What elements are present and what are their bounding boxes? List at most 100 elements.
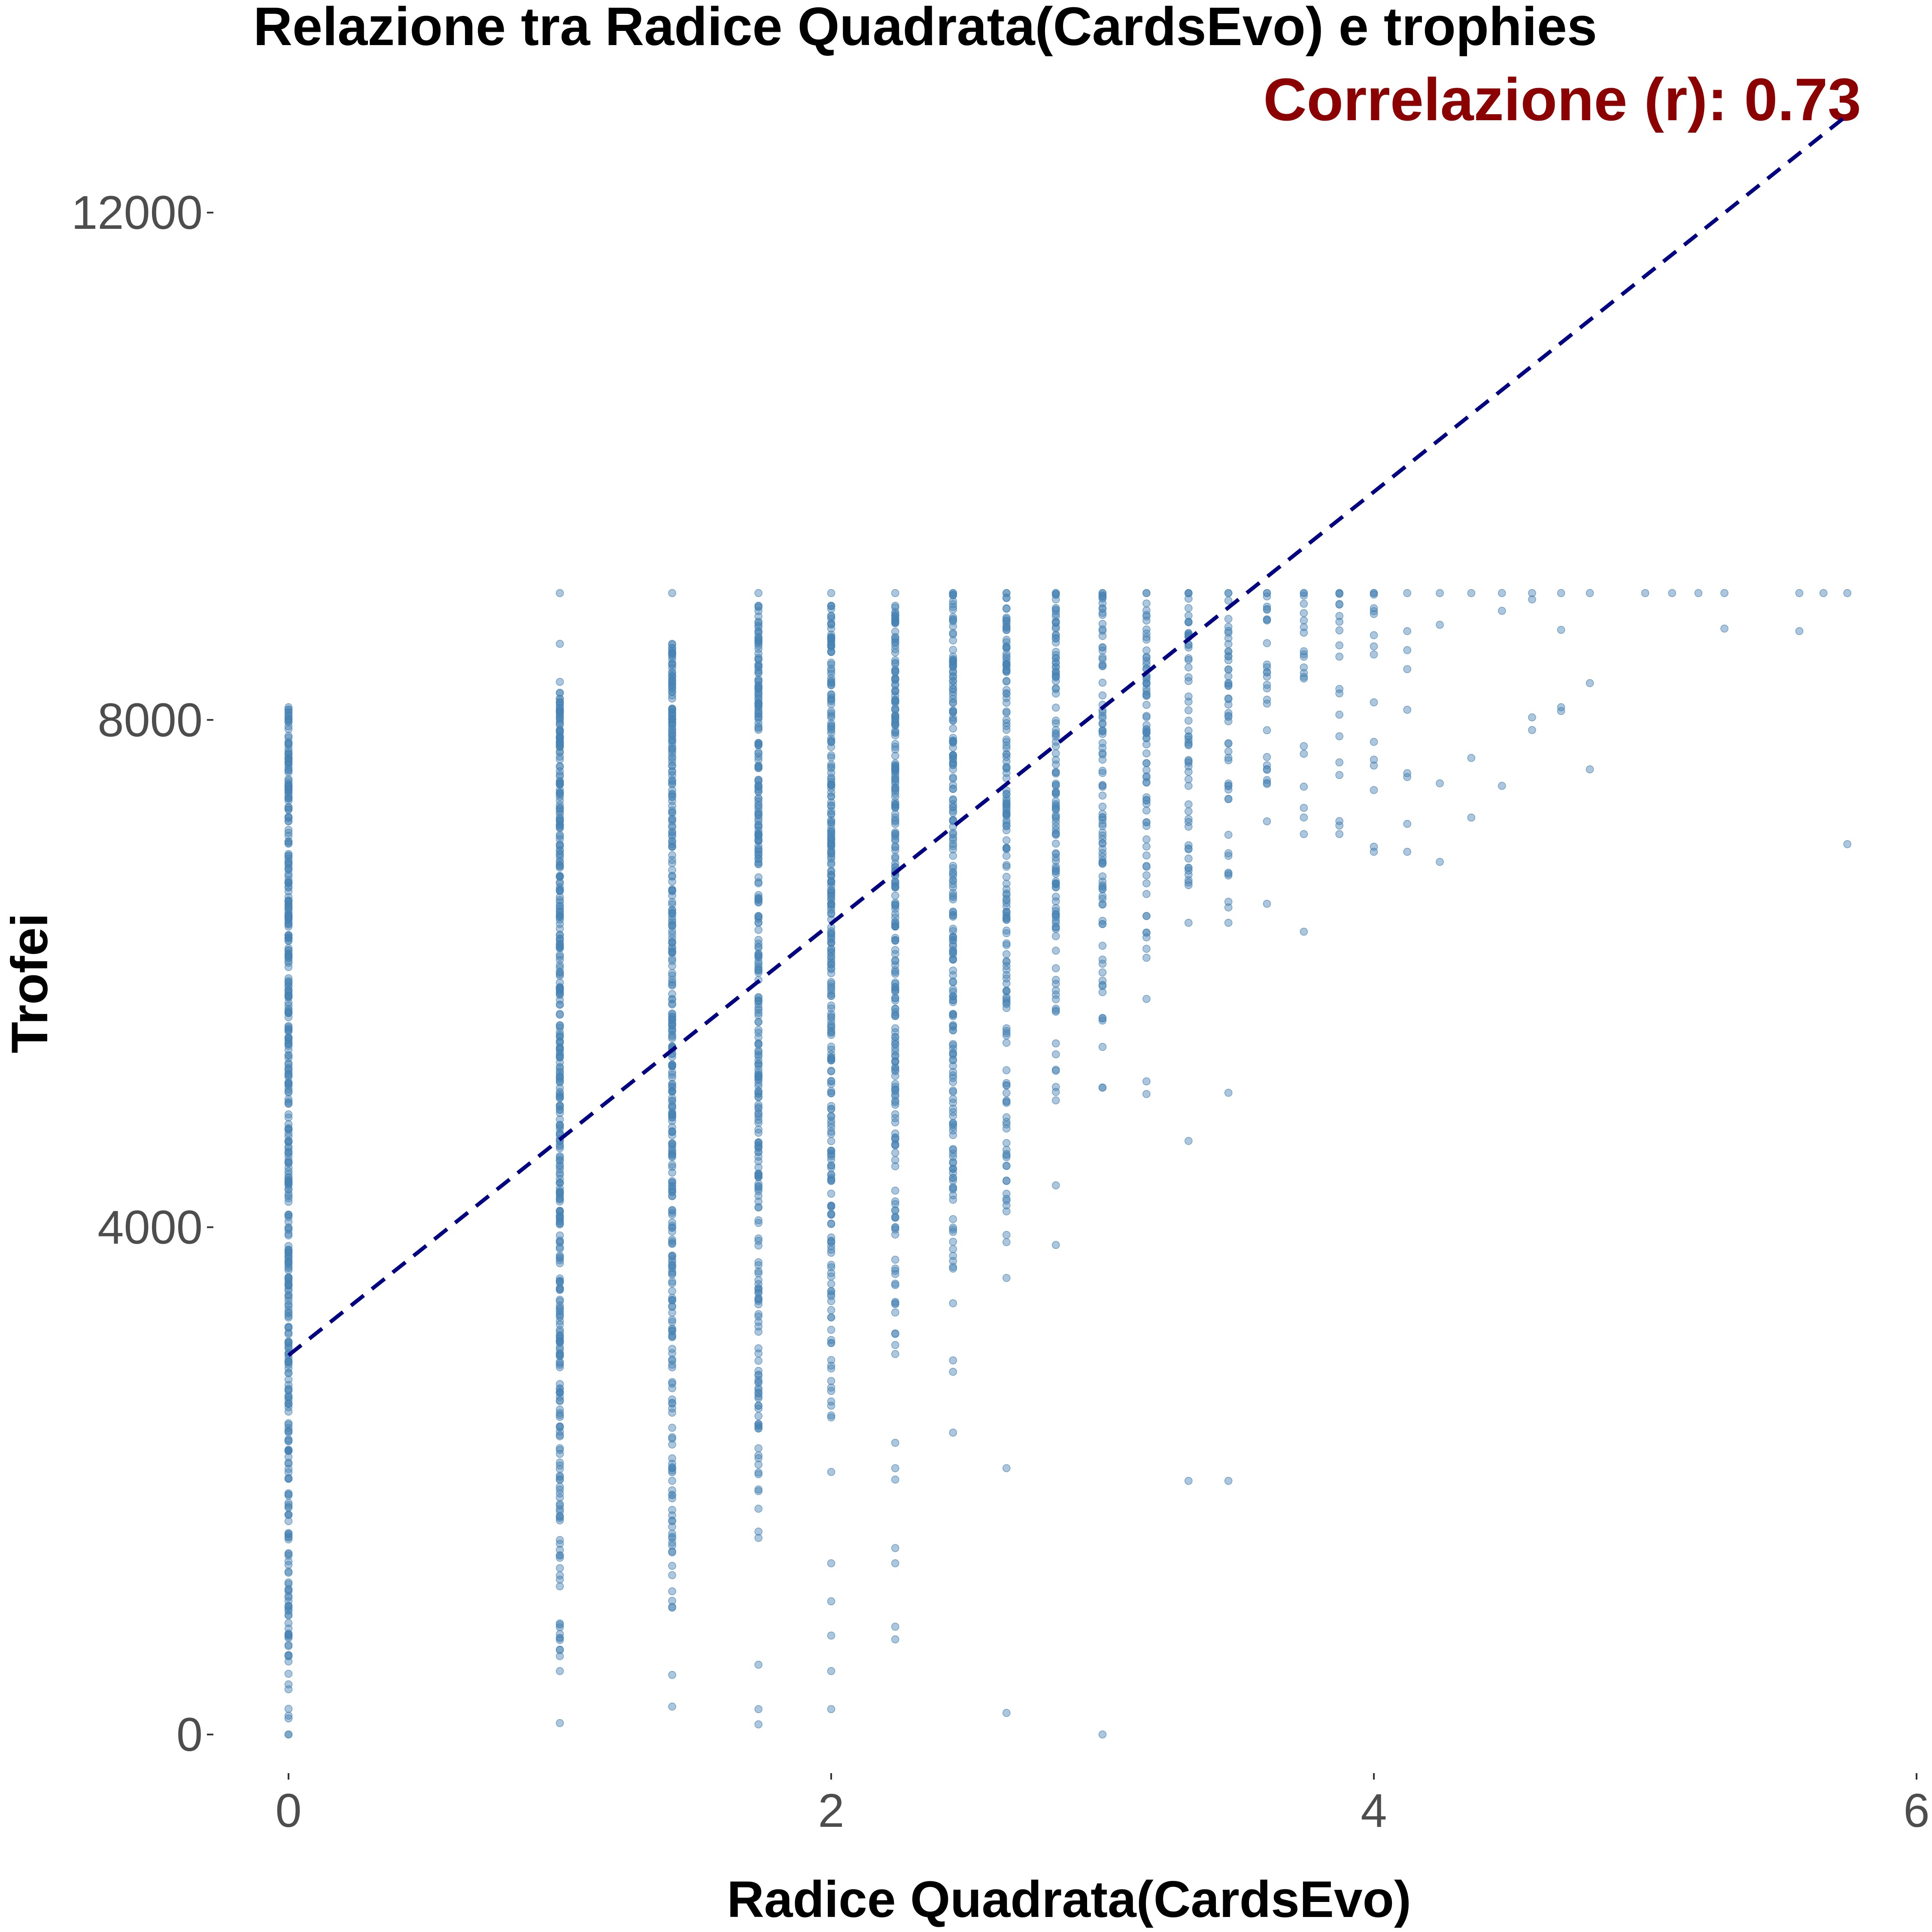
data-point [949, 653, 957, 661]
data-point [668, 1361, 676, 1369]
data-point [556, 972, 564, 980]
data-point [827, 1163, 835, 1172]
data-point [668, 776, 676, 784]
data-point [1142, 1090, 1151, 1098]
data-point [556, 780, 564, 788]
data-point [1224, 615, 1233, 623]
data-point [754, 1029, 762, 1037]
data-point [891, 1267, 899, 1275]
data-point [556, 708, 564, 717]
data-point [754, 912, 762, 920]
data-point [1263, 817, 1271, 826]
data-point [891, 1559, 899, 1567]
data-point [891, 589, 899, 597]
data-point [668, 1103, 676, 1112]
data-point [1098, 892, 1107, 900]
data-point [668, 1015, 676, 1023]
data-point [556, 1352, 564, 1361]
data-point [668, 927, 676, 935]
data-point [891, 648, 899, 656]
data-point [668, 677, 676, 685]
data-point [668, 1378, 676, 1386]
data-point [1142, 871, 1151, 879]
data-point [754, 1173, 762, 1181]
data-point [556, 984, 564, 992]
data-point [1335, 600, 1343, 608]
data-point [1002, 1029, 1011, 1037]
data-point [1098, 822, 1107, 830]
data-point [827, 641, 835, 650]
data-point [1142, 625, 1151, 634]
data-point [284, 989, 293, 998]
data-point [1185, 854, 1193, 863]
data-point [754, 669, 762, 677]
data-point [1819, 589, 1828, 597]
data-point [754, 1203, 762, 1211]
data-point [1142, 928, 1151, 937]
data-point [1002, 635, 1011, 644]
data-point [284, 838, 293, 846]
data-point [891, 877, 899, 886]
data-point [284, 852, 293, 860]
data-point [284, 1603, 293, 1611]
data-point [949, 681, 957, 690]
data-point [1002, 644, 1011, 652]
data-point [1185, 878, 1193, 887]
data-point [891, 601, 899, 610]
data-point [827, 1190, 835, 1198]
data-point [1694, 589, 1703, 597]
data-point [668, 589, 676, 597]
data-point [1002, 652, 1011, 661]
data-point [754, 1018, 762, 1026]
data-point [891, 902, 899, 910]
data-point [949, 1131, 957, 1139]
data-point [1224, 779, 1233, 788]
data-point [668, 652, 676, 660]
data-point [556, 1582, 564, 1591]
data-point [284, 1274, 293, 1282]
data-point [891, 804, 899, 812]
data-point [1403, 820, 1411, 828]
data-point [1098, 802, 1107, 811]
data-point [1224, 756, 1233, 765]
data-point [1498, 607, 1506, 615]
data-point [668, 1491, 676, 1499]
data-point [754, 1269, 762, 1278]
data-point [949, 895, 957, 904]
data-point [1052, 1066, 1060, 1074]
data-point [1300, 813, 1308, 822]
data-point [827, 1705, 835, 1713]
data-point [891, 614, 899, 623]
data-point [284, 1605, 293, 1613]
data-point [827, 900, 835, 908]
data-point [949, 985, 957, 993]
data-point [284, 1085, 293, 1094]
data-point [754, 1125, 762, 1134]
data-point [1002, 677, 1011, 686]
data-point [668, 969, 676, 977]
data-point [754, 1129, 762, 1137]
data-point [949, 1183, 957, 1191]
data-point [556, 738, 564, 747]
data-point [1052, 849, 1060, 857]
data-point [284, 1369, 293, 1377]
data-point [1098, 632, 1107, 640]
data-point [1142, 835, 1151, 844]
data-point [1335, 626, 1343, 635]
data-point [284, 1242, 293, 1250]
data-point [891, 1464, 899, 1472]
data-point [1002, 974, 1011, 983]
data-point [891, 668, 899, 677]
data-point [754, 612, 762, 621]
data-point [668, 995, 676, 1003]
data-point [754, 848, 762, 856]
data-point [1002, 619, 1011, 627]
data-point [668, 1287, 676, 1295]
data-point [1002, 1161, 1011, 1170]
data-point [668, 1080, 676, 1088]
data-point [1185, 611, 1193, 620]
data-point [891, 1118, 899, 1127]
data-point [668, 1179, 676, 1187]
data-point [1142, 879, 1151, 887]
data-point [949, 852, 957, 860]
